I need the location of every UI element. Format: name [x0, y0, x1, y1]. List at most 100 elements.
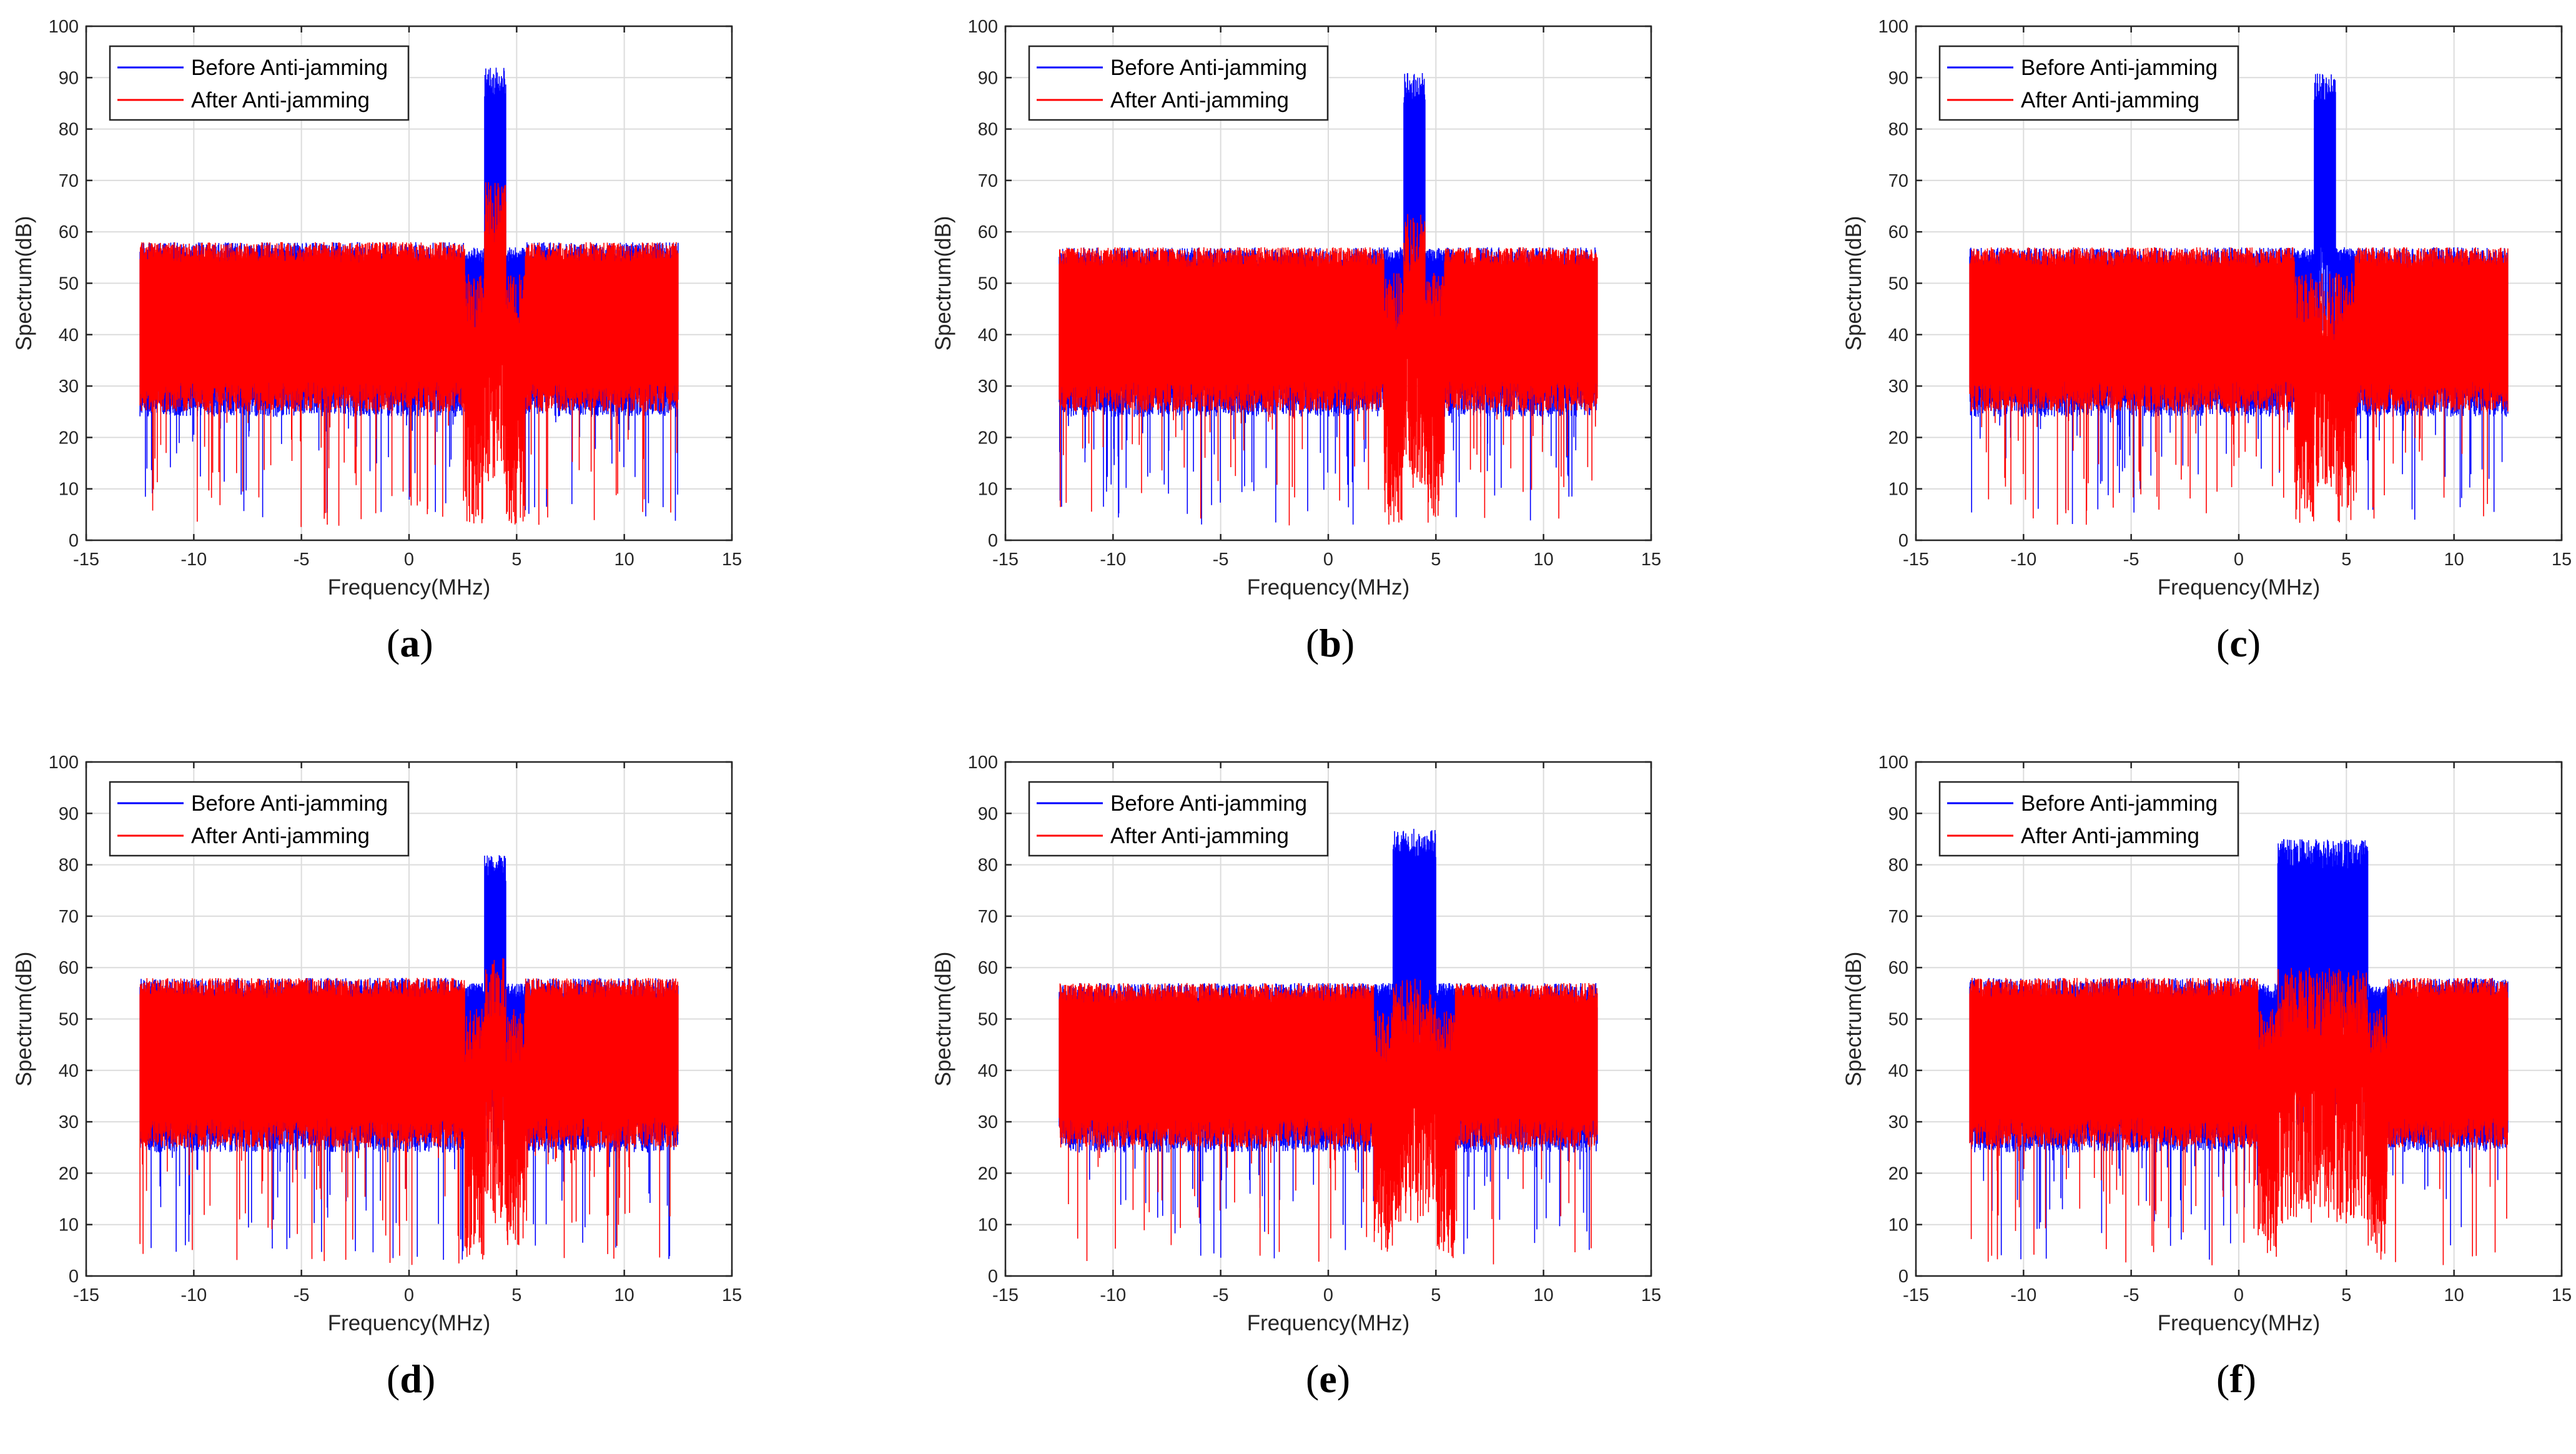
signal-series-group: [139, 855, 679, 1265]
chart-panel-c: -15 -10 -5 0 5 10 15 0 10 20 30 40 50 60 70 80 90 100 Freq…: [1830, 0, 2576, 718]
y-tick-label: 60: [1888, 222, 1908, 242]
caption-close-paren: ): [422, 1357, 436, 1401]
caption-close-paren: ): [1336, 1357, 1351, 1401]
legend-box: [1028, 45, 1329, 121]
x-tick-label: -10: [180, 550, 207, 570]
panel-caption-f: (f): [2216, 1356, 2256, 1402]
legend-label-after: After Anti-jamming: [191, 88, 370, 112]
x-tick-label: 15: [722, 550, 742, 570]
x-tick-label: 10: [1534, 550, 1554, 570]
signal-series-group: [1969, 73, 2509, 525]
legend-label-before: Before Anti-jamming: [1110, 791, 1307, 816]
legend-label-before: Before Anti-jamming: [2021, 56, 2218, 80]
y-tick-label: 10: [59, 1215, 79, 1235]
x-tick-label: -15: [992, 1285, 1019, 1305]
y-axis-label: Spectrum(dB): [931, 952, 955, 1087]
y-tick-label: 70: [1888, 907, 1908, 927]
y-tick-label: 0: [69, 1267, 79, 1287]
y-tick-label: 30: [1888, 1112, 1908, 1132]
y-tick-label: 90: [1888, 804, 1908, 824]
y-tick-label: 10: [59, 480, 79, 500]
x-tick-label: 5: [1431, 1285, 1441, 1305]
y-tick-label: 60: [978, 222, 998, 242]
y-tick-label: 20: [1888, 428, 1908, 448]
x-tick-label: 0: [2234, 1285, 2244, 1305]
y-tick-label: 100: [1878, 17, 1908, 37]
y-tick-label: 10: [978, 1215, 998, 1235]
legend-label-after: After Anti-jamming: [191, 824, 370, 848]
chart-panel-b: -15 -10 -5 0 5 10 15 0 10 20 30 40 50 60 70 80 90 100 Freq…: [919, 0, 1778, 718]
x-tick-label: -5: [294, 550, 310, 570]
y-tick-label: 30: [59, 377, 79, 397]
legend: Before Anti-jamming After Anti-jamming: [1938, 45, 2239, 121]
series-after-anti-jamming: [1059, 979, 1598, 1265]
y-tick-label: 60: [59, 222, 79, 242]
x-tick-label: -10: [2010, 1285, 2036, 1305]
y-axis-label: Spectrum(dB): [1842, 216, 1866, 351]
y-tick-label: 90: [978, 68, 998, 88]
series-after-anti-jamming: [139, 182, 679, 527]
caption-letter: f: [2229, 1357, 2243, 1401]
caption-open-paren: (: [387, 1357, 400, 1401]
chart-a: -15 -10 -5 0 5 10 15 0 10 20 30 40 50 60 70 80 90 100 Freq…: [12, 17, 742, 600]
chart-panel-a: -15 -10 -5 0 5 10 15 0 10 20 30 40 50 60 70 80 90 100 Freq…: [0, 0, 859, 718]
y-tick-label: 50: [59, 1010, 79, 1030]
y-tick-label: 40: [59, 1061, 79, 1081]
x-tick-label: -15: [73, 550, 99, 570]
y-tick-label: 90: [59, 804, 79, 824]
y-tick-label: 50: [978, 1010, 998, 1030]
x-tick-label: -5: [1213, 550, 1229, 570]
y-tick-label: 70: [978, 171, 998, 191]
y-tick-label: 40: [1888, 325, 1908, 345]
caption-close-paren: ): [1341, 621, 1355, 665]
series-after-anti-jamming: [139, 958, 679, 1265]
chart-panel-f: -15 -10 -5 0 5 10 15 0 10 20 30 40 50 60 70 80 90 100 Freq…: [1830, 736, 2576, 1454]
y-tick-label: 10: [978, 480, 998, 500]
legend-box: [1028, 781, 1329, 857]
y-tick-label: 80: [59, 856, 79, 876]
x-tick-label: 0: [2234, 550, 2244, 570]
y-tick-label: 40: [1888, 1061, 1908, 1081]
y-tick-label: 50: [978, 274, 998, 294]
y-tick-label: 30: [59, 1112, 79, 1132]
x-axis-label: Frequency(MHz): [328, 575, 491, 600]
legend: Before Anti-jamming After Anti-jamming: [1028, 45, 1329, 121]
x-tick-label: 10: [614, 550, 634, 570]
y-tick-label: 0: [1898, 1267, 1908, 1287]
caption-letter: c: [2229, 621, 2248, 665]
x-tick-label: 15: [2552, 550, 2572, 570]
legend-box: [109, 781, 410, 857]
y-tick-label: 70: [59, 171, 79, 191]
caption-open-paren: (: [387, 621, 400, 665]
caption-open-paren: (: [1306, 1357, 1320, 1401]
y-tick-label: 50: [1888, 274, 1908, 294]
x-tick-label: -5: [2123, 550, 2139, 570]
legend-label-before: Before Anti-jamming: [1110, 56, 1307, 80]
y-tick-label: 0: [69, 531, 79, 551]
x-tick-label: -10: [1100, 1285, 1126, 1305]
y-tick-label: 80: [1888, 856, 1908, 876]
x-axis-label: Frequency(MHz): [2158, 1311, 2321, 1335]
y-tick-label: 100: [1878, 753, 1908, 773]
series-after-anti-jamming: [1059, 214, 1598, 526]
y-axis-label: Spectrum(dB): [12, 952, 36, 1087]
x-tick-label: 5: [511, 550, 521, 570]
chart-e: -15 -10 -5 0 5 10 15 0 10 20 30 40 50 60 70 80 90 100 Freq…: [931, 753, 1661, 1335]
chart-f: -15 -10 -5 0 5 10 15 0 10 20 30 40 50 60 70 80 90 100 Freq…: [1842, 753, 2572, 1335]
x-tick-label: -15: [73, 1285, 99, 1305]
y-tick-label: 100: [968, 17, 998, 37]
signal-series-group: [139, 67, 679, 527]
caption-close-paren: ): [2243, 1357, 2256, 1401]
x-tick-label: 5: [1431, 550, 1441, 570]
caption-open-paren: (: [2216, 1357, 2230, 1401]
legend-label-before: Before Anti-jamming: [191, 791, 388, 816]
y-tick-label: 20: [59, 428, 79, 448]
x-tick-label: -15: [992, 550, 1019, 570]
y-tick-label: 100: [49, 17, 79, 37]
caption-letter: d: [400, 1357, 422, 1401]
x-tick-label: -15: [1903, 550, 1929, 570]
x-axis-label: Frequency(MHz): [1247, 1311, 1410, 1335]
y-tick-label: 0: [988, 531, 998, 551]
x-tick-label: 0: [404, 1285, 414, 1305]
x-axis-label: Frequency(MHz): [1247, 575, 1410, 600]
